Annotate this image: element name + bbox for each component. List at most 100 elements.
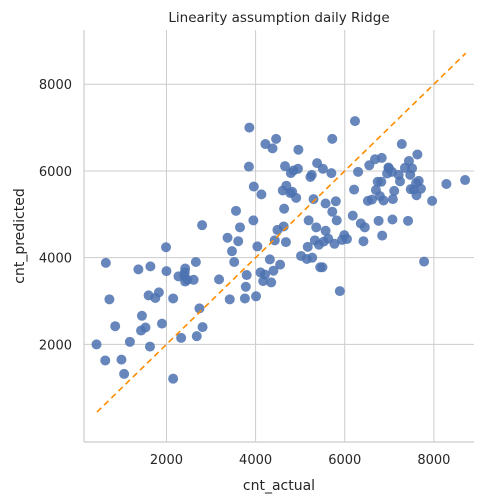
data-point	[110, 321, 121, 332]
data-point	[251, 291, 262, 302]
data-point	[307, 252, 318, 263]
data-point	[389, 185, 400, 196]
data-point	[176, 332, 187, 343]
data-point	[248, 215, 259, 226]
data-point	[329, 238, 340, 249]
data-point	[256, 189, 267, 200]
data-point	[349, 184, 360, 195]
data-point	[197, 322, 208, 333]
data-point	[157, 318, 167, 329]
x-tick-label: 6000	[328, 453, 361, 468]
data-point	[119, 368, 130, 379]
data-point	[331, 215, 342, 226]
y-tick-label: 6000	[39, 165, 72, 180]
chart-title: Linearity assumption daily Ridge	[168, 10, 389, 26]
x-tick-label: 8000	[417, 453, 450, 468]
data-point	[291, 192, 302, 203]
data-point	[353, 166, 364, 177]
data-point	[387, 194, 398, 205]
data-point	[341, 234, 352, 245]
data-point	[259, 269, 270, 280]
x-tick-label: 2000	[150, 453, 183, 468]
data-point	[327, 206, 338, 217]
data-point	[293, 144, 304, 155]
data-point	[229, 257, 240, 268]
data-point	[403, 215, 414, 226]
data-point	[441, 178, 452, 189]
data-point	[124, 336, 135, 347]
data-point	[311, 222, 322, 233]
data-point	[243, 161, 254, 172]
data-points	[91, 116, 471, 384]
data-point	[280, 161, 291, 172]
data-point	[306, 169, 317, 180]
y-tick-labels: 2000 4000 6000 8000	[39, 78, 72, 353]
data-point	[197, 220, 208, 231]
data-point	[378, 195, 389, 206]
data-point	[100, 257, 111, 268]
data-point	[230, 205, 241, 216]
data-point	[317, 163, 328, 174]
data-point	[413, 175, 424, 186]
data-point	[136, 310, 147, 321]
data-point	[140, 322, 151, 333]
data-point	[415, 183, 426, 194]
data-point	[145, 261, 156, 272]
data-point	[144, 341, 155, 352]
data-point	[271, 133, 282, 144]
data-point	[427, 195, 438, 206]
data-point	[133, 264, 144, 275]
data-point	[460, 175, 471, 186]
data-point	[252, 241, 263, 252]
data-point	[302, 241, 313, 252]
data-point	[387, 214, 398, 225]
data-point	[214, 274, 225, 285]
data-point	[267, 143, 278, 154]
data-point	[334, 286, 345, 297]
y-tick-label: 2000	[39, 338, 72, 353]
data-point	[268, 265, 279, 276]
y-tick-label: 4000	[39, 252, 72, 267]
data-point	[377, 230, 388, 241]
data-point	[395, 176, 406, 187]
data-point	[376, 152, 387, 163]
data-point	[226, 246, 237, 257]
data-point	[168, 293, 179, 304]
data-point	[396, 139, 407, 150]
data-point	[161, 242, 172, 253]
data-point	[326, 168, 337, 179]
data-point	[303, 215, 314, 226]
data-point	[317, 262, 328, 273]
data-point	[280, 237, 291, 248]
data-point	[264, 254, 275, 265]
data-point	[275, 259, 286, 270]
data-point	[235, 222, 245, 233]
data-point	[373, 215, 384, 226]
data-point	[116, 354, 127, 365]
data-point	[327, 133, 338, 144]
x-axis-label: cnt_actual	[243, 478, 315, 494]
data-point	[153, 287, 164, 298]
data-point	[104, 294, 115, 305]
data-point	[188, 274, 199, 285]
data-point	[248, 181, 259, 192]
data-point	[347, 210, 358, 221]
data-point	[407, 163, 418, 174]
data-point	[91, 339, 102, 350]
data-point	[191, 331, 202, 342]
data-point	[376, 176, 387, 187]
x-tick-label: 4000	[239, 453, 272, 468]
data-point	[266, 277, 277, 288]
x-tick-labels: 2000 4000 6000 8000	[150, 453, 451, 468]
data-point	[180, 263, 191, 274]
data-point	[239, 293, 250, 304]
data-point	[320, 198, 331, 209]
data-point	[292, 163, 303, 174]
data-point	[233, 236, 244, 247]
data-point	[269, 235, 280, 246]
data-point	[330, 196, 341, 207]
data-point	[161, 266, 172, 277]
data-point	[320, 225, 331, 236]
data-point	[349, 116, 360, 127]
